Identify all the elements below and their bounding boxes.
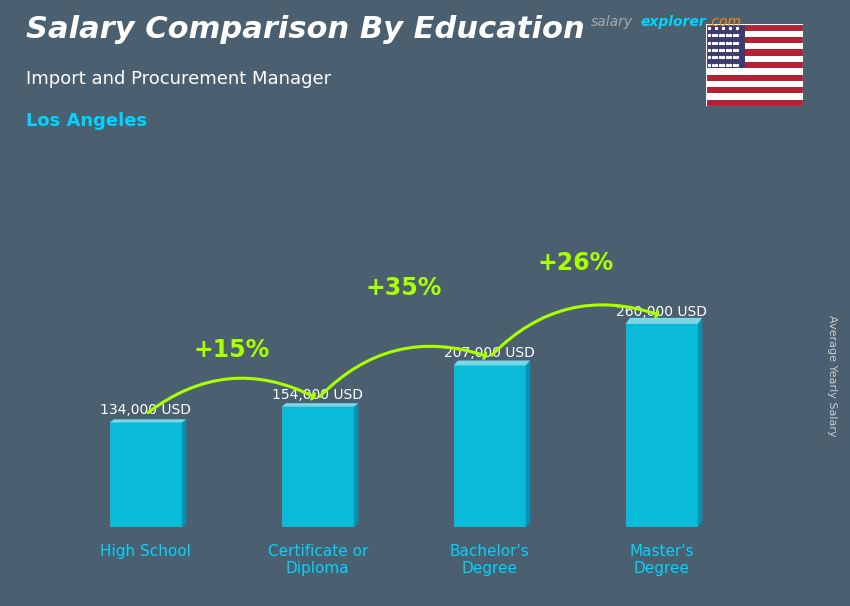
Text: 260,000 USD: 260,000 USD [616,305,707,319]
Text: explorer: explorer [641,15,706,29]
Text: Import and Procurement Manager: Import and Procurement Manager [26,70,331,88]
Polygon shape [454,361,530,365]
Polygon shape [698,318,702,527]
Bar [706,87,803,93]
Text: Salary Comparison By Education: Salary Comparison By Education [26,15,584,44]
Text: +26%: +26% [537,251,614,275]
Polygon shape [281,407,354,527]
Bar [706,24,745,68]
Bar [706,56,803,62]
Polygon shape [281,403,358,407]
Text: 154,000 USD: 154,000 USD [272,388,363,402]
Polygon shape [626,318,702,324]
Polygon shape [626,324,698,527]
Bar [706,30,803,37]
Text: .com: .com [707,15,741,29]
Text: 207,000 USD: 207,000 USD [445,346,536,361]
Text: +35%: +35% [366,276,442,300]
Polygon shape [182,419,186,527]
Text: salary: salary [591,15,633,29]
Text: 134,000 USD: 134,000 USD [100,404,191,418]
Polygon shape [526,361,530,527]
Text: +15%: +15% [194,338,270,362]
Text: Los Angeles: Los Angeles [26,112,146,130]
Bar [706,81,803,87]
Polygon shape [110,419,186,422]
Bar [706,68,803,75]
Polygon shape [354,403,358,527]
Bar [706,62,803,68]
Bar [706,43,803,50]
Bar [706,50,803,56]
Bar [706,100,803,106]
Bar [706,24,803,30]
Polygon shape [110,422,182,527]
Bar [706,75,803,81]
Polygon shape [454,365,526,527]
Bar [706,93,803,100]
Bar [706,37,803,43]
Text: Average Yearly Salary: Average Yearly Salary [827,315,837,436]
